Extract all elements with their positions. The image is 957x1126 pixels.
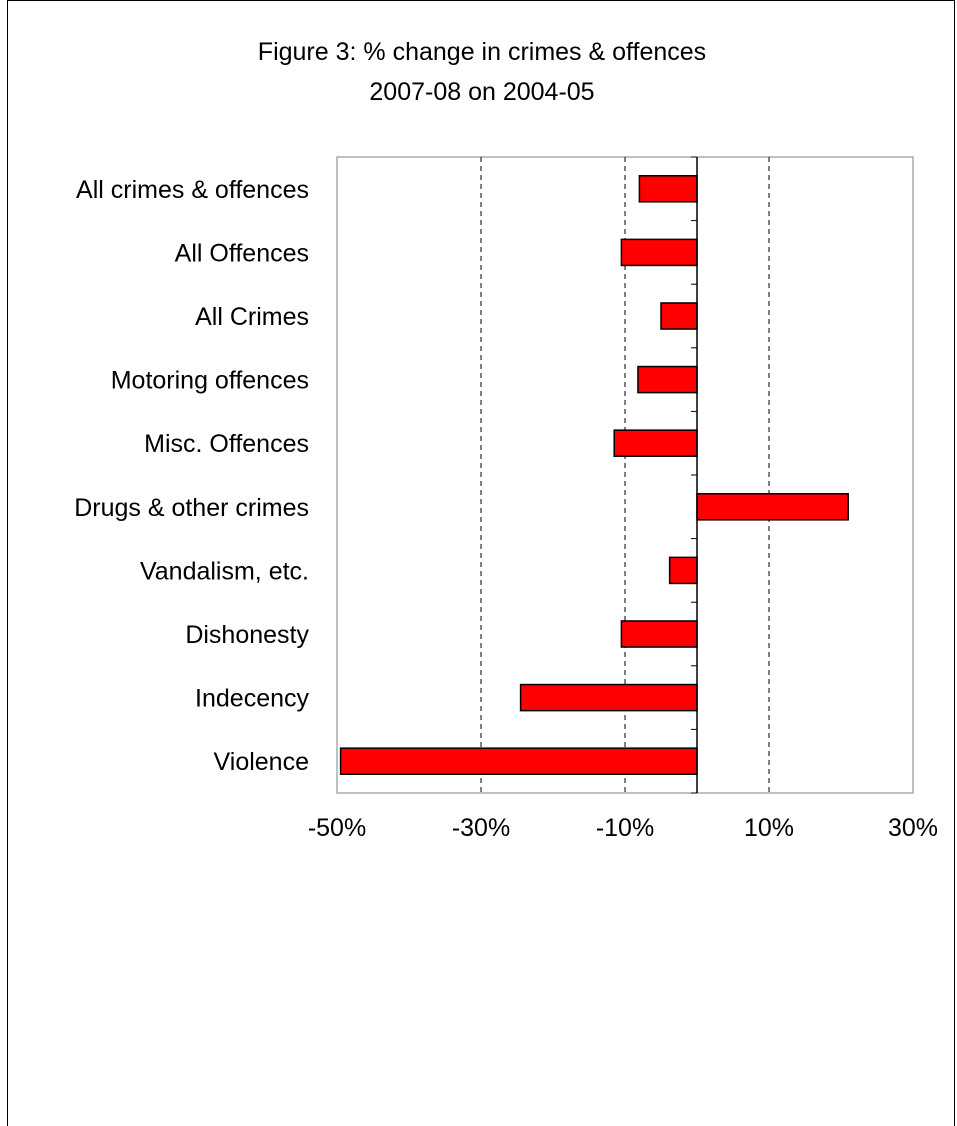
bar [519, 683, 698, 712]
x-tick-label: 10% [744, 814, 794, 842]
gridlines [480, 157, 770, 793]
bar [637, 365, 698, 394]
category-label: All Crimes [195, 303, 309, 331]
bar [620, 620, 698, 648]
category-label: Indecency [195, 685, 309, 713]
chart-title: Figure 3: % change in crimes & offences [258, 38, 706, 66]
bar [339, 747, 698, 775]
category-label: Dishonesty [185, 621, 309, 649]
category-label: All crimes & offences [76, 176, 309, 204]
bar [620, 238, 698, 267]
category-label: Motoring offences [111, 367, 309, 395]
category-label: Drugs & other crimes [74, 494, 309, 522]
zero-axis [691, 156, 698, 794]
bar [668, 556, 698, 585]
chart-subtitle: 2007-08 on 2004-05 [369, 78, 594, 106]
category-labels: All crimes & offences All Offences All Cri… [74, 176, 309, 776]
category-label: All Offences [175, 239, 309, 267]
category-label: Misc. Offences [144, 430, 309, 458]
x-tick-labels: -50% -30% -10% 10% 30% [308, 814, 938, 842]
x-tick-label: 30% [888, 814, 938, 842]
category-label: Violence [214, 748, 309, 776]
x-tick-label: -50% [308, 814, 366, 842]
x-tick-label: -10% [596, 814, 654, 842]
bar [696, 493, 849, 521]
x-tick-label: -30% [452, 814, 510, 842]
category-label: Vandalism, etc. [140, 557, 309, 585]
bar [638, 175, 698, 203]
bars [339, 175, 849, 775]
bar [613, 429, 698, 457]
bar [660, 302, 698, 330]
